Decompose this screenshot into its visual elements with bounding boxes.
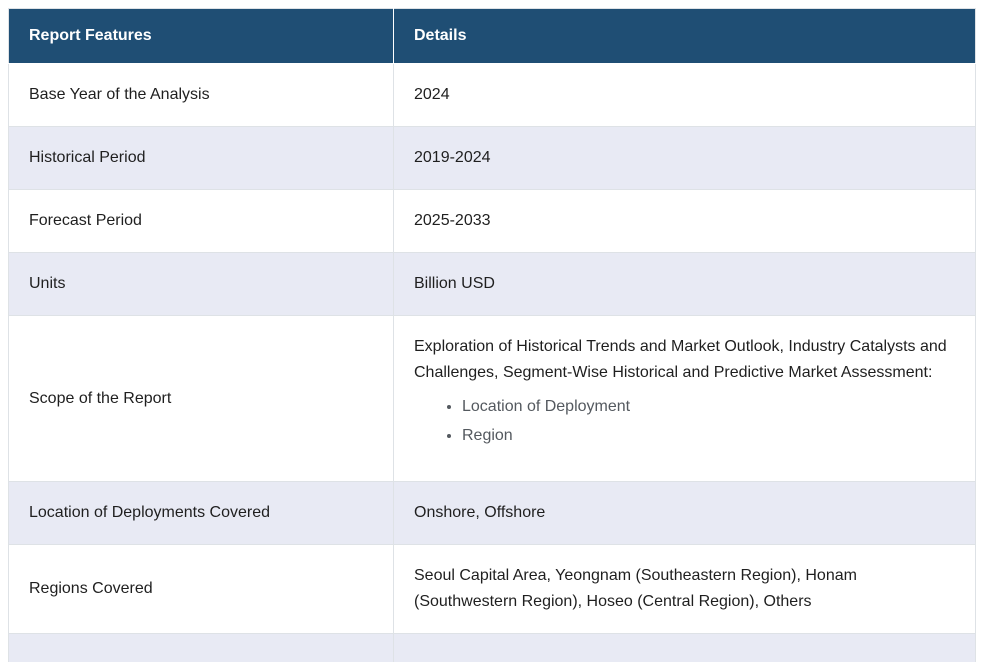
table-row-units: Units Billion USD <box>8 252 976 316</box>
header-row: Report Features Details <box>8 8 976 64</box>
detail-cell: 2019-2024 <box>393 126 976 190</box>
table-row-clipped <box>8 633 976 662</box>
detail-cell: 2024 <box>393 63 976 127</box>
detail-cell <box>393 633 976 662</box>
table-row-forecast-period: Forecast Period 2025-2033 <box>8 189 976 253</box>
feature-cell <box>8 633 394 662</box>
feature-cell: Scope of the Report <box>8 315 394 482</box>
detail-cell: Seoul Capital Area, Yeongnam (Southeaste… <box>393 544 976 634</box>
detail-cell: Onshore, Offshore <box>393 481 976 545</box>
feature-cell: Location of Deployments Covered <box>8 481 394 545</box>
bullet-item: Region <box>462 423 955 449</box>
feature-cell: Base Year of the Analysis <box>8 63 394 127</box>
feature-cell: Forecast Period <box>8 189 394 253</box>
detail-cell: Exploration of Historical Trends and Mar… <box>393 315 976 482</box>
bullet-item: Location of Deployment <box>462 394 955 420</box>
table-row-historical-period: Historical Period 2019-2024 <box>8 126 976 190</box>
header-cell-report-features: Report Features <box>8 8 394 64</box>
table-row-locations-covered: Location of Deployments Covered Onshore,… <box>8 481 976 545</box>
feature-cell: Units <box>8 252 394 316</box>
detail-cell: 2025-2033 <box>393 189 976 253</box>
scope-bullet-list: Location of Deployment Region <box>414 394 955 449</box>
report-features-table: Report Features Details Base Year of the… <box>8 8 976 662</box>
feature-cell: Historical Period <box>8 126 394 190</box>
table-row-base-year: Base Year of the Analysis 2024 <box>8 63 976 127</box>
header-cell-details: Details <box>393 8 976 64</box>
scope-description: Exploration of Historical Trends and Mar… <box>414 338 947 381</box>
table-row-regions-covered: Regions Covered Seoul Capital Area, Yeon… <box>8 544 976 634</box>
table-row-scope: Scope of the Report Exploration of Histo… <box>8 315 976 482</box>
detail-cell: Billion USD <box>393 252 976 316</box>
feature-cell: Regions Covered <box>8 544 394 634</box>
